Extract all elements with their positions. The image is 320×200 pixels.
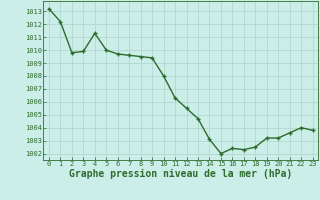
X-axis label: Graphe pression niveau de la mer (hPa): Graphe pression niveau de la mer (hPa)	[69, 169, 292, 179]
